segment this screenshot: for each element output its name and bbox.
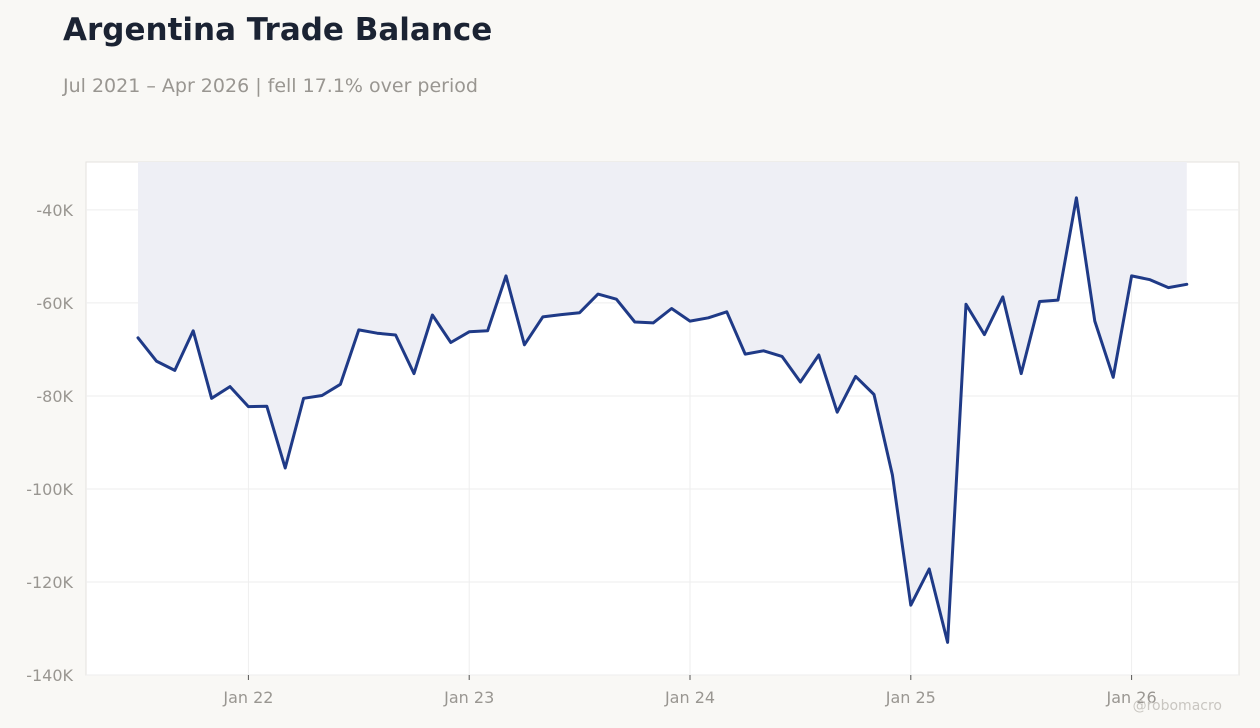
y-axis-labels: -40K -60K -80K -100K -120K -140K xyxy=(26,201,73,685)
watermark: @robomacro xyxy=(1132,698,1222,714)
y-tick-label: -40K xyxy=(36,201,73,220)
x-tick-label: Jan 24 xyxy=(664,688,715,707)
y-tick-label: -120K xyxy=(26,573,73,592)
chart-subtitle: Jul 2021 – Apr 2026 | fell 17.1% over pe… xyxy=(63,75,478,97)
y-tick-label: -60K xyxy=(36,294,73,313)
chart-title: Argentina Trade Balance xyxy=(63,12,493,48)
series-line xyxy=(136,196,1189,644)
y-tick-label: -100K xyxy=(26,480,73,499)
x-tick-label: Jan 26 xyxy=(1106,688,1157,707)
y-tick-label: -80K xyxy=(36,387,73,406)
x-tick-label: Jan 23 xyxy=(443,688,494,707)
x-tick-label: Jan 25 xyxy=(885,688,936,707)
y-tick-label: -140K xyxy=(26,666,73,685)
x-tick-label: Jan 22 xyxy=(222,688,273,707)
x-axis-labels: Jan 22 Jan 23 Jan 24 Jan 25 Jan 26 xyxy=(222,688,1156,707)
area-fill xyxy=(138,162,1187,643)
